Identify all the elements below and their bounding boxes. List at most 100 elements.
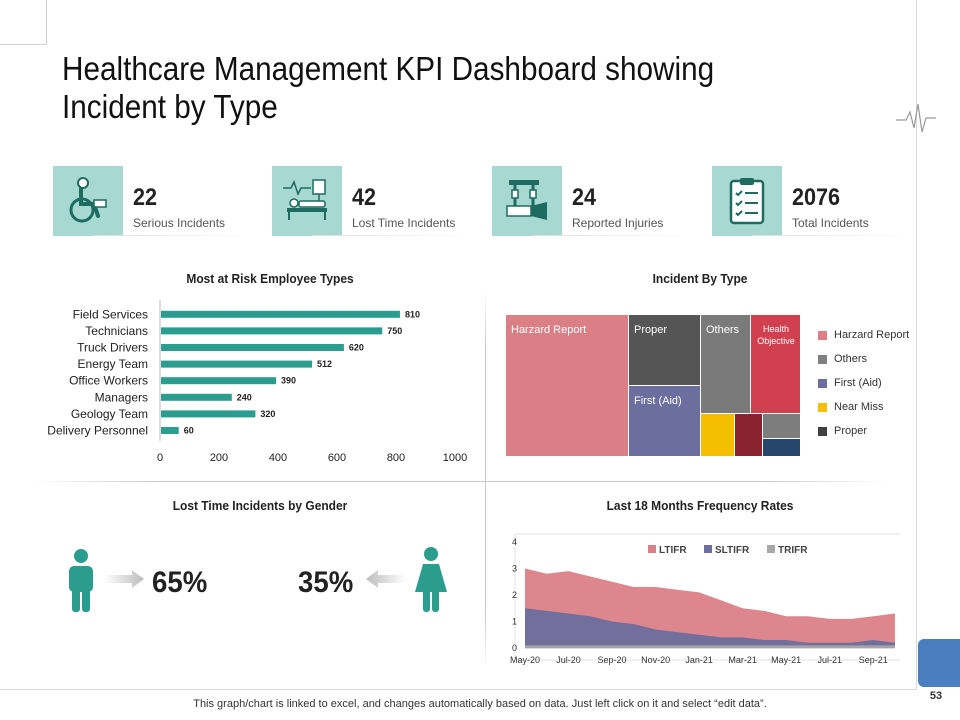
kpi-underline <box>752 235 912 236</box>
area-y-tick-label: 1 <box>512 617 517 627</box>
legend-label: Proper <box>834 425 868 437</box>
hospital-bed-icon <box>272 166 342 236</box>
area-legend-swatch <box>648 545 656 553</box>
kpi-underline <box>312 235 472 236</box>
bar <box>161 410 256 418</box>
bar <box>161 327 383 335</box>
bar-category-label: Truck Drivers <box>77 341 148 355</box>
checklist-icon <box>712 166 782 236</box>
bar <box>161 344 344 351</box>
bar <box>161 310 400 318</box>
area-x-tick-label: Jul-21 <box>817 655 842 665</box>
bar-x-tick-label: 400 <box>269 452 287 464</box>
female-percentage: 35% <box>298 566 354 599</box>
legend-label: Harzard Report <box>834 329 910 341</box>
bar-x-tick-label: 800 <box>387 452 405 464</box>
bar-category-label: Delivery Personnel <box>47 424 148 438</box>
treemap-cell-label: Objective <box>757 336 795 346</box>
treemap-cell-label: Health <box>763 324 789 334</box>
arrow-left-icon <box>366 570 406 588</box>
bar-x-tick-label: 200 <box>210 452 228 464</box>
legend-swatch <box>818 354 827 364</box>
bar-value-label: 390 <box>281 376 296 386</box>
footer-rule <box>0 689 916 690</box>
kpi-value: 42 <box>352 184 377 211</box>
area-x-tick-label: Mar-21 <box>728 655 757 665</box>
traction-icon <box>492 166 562 236</box>
legend-label: Near Miss <box>834 401 884 413</box>
bar-chart: Field Services 810 Technicians 750 Truck Dri… <box>47 300 467 464</box>
male-percentage: 65% <box>152 566 208 599</box>
gender-section-title: Lost Time Incidents by Gender <box>172 498 348 513</box>
area-legend-swatch <box>704 545 712 553</box>
treemap-legend-item: Near Miss <box>818 401 884 413</box>
area-series-sltifr <box>525 608 895 648</box>
area-x-tick-label: Jan-21 <box>685 655 713 665</box>
legend-swatch <box>818 330 827 340</box>
kpi-value: 24 <box>572 184 597 211</box>
treemap-cell <box>751 315 800 413</box>
area-chart-title: Last 18 Months Frequency Rates <box>606 498 794 513</box>
area-y-tick-label: 4 <box>512 537 517 547</box>
legend-swatch <box>818 378 827 388</box>
treemap-chart: Harzard Report Proper First (Aid) Others Hea… <box>506 315 800 456</box>
legend-label: First (Aid) <box>834 377 882 389</box>
treemap-cell <box>735 414 762 456</box>
bar-value-label: 620 <box>349 343 364 353</box>
kpi-value: 2076 <box>792 184 841 211</box>
area-plot-frame <box>514 533 900 661</box>
area-x-tick-label: Sep-21 <box>859 655 888 665</box>
treemap-legend-item: Harzard Report <box>818 329 909 341</box>
right-rule <box>916 0 917 690</box>
bar-category-label: Office Workers <box>69 374 148 388</box>
legend-label: Others <box>834 353 868 365</box>
kpi-underline <box>93 235 253 236</box>
kpi-label: Reported Injuries <box>572 216 664 230</box>
section-divider-vertical <box>485 290 486 670</box>
kpi-value: 22 <box>133 184 158 211</box>
area-y-tick-label: 2 <box>512 590 517 600</box>
treemap-title: Incident By Type <box>652 271 748 286</box>
area-y-tick-label: 3 <box>512 564 517 574</box>
kpi-label: Serious Incidents <box>133 216 226 230</box>
bar <box>161 360 313 368</box>
bar-value-label: 320 <box>260 409 275 419</box>
bar-x-tick-label: 600 <box>328 452 346 464</box>
bar-category-label: Field Services <box>73 307 148 321</box>
area-x-tick-label: May-20 <box>510 655 540 665</box>
treemap-legend-item: Proper <box>818 425 867 437</box>
treemap-legend-item: First (Aid) <box>818 377 882 389</box>
area-x-tick-label: May-21 <box>771 655 801 665</box>
corner-frame <box>0 0 47 45</box>
treemap-cell <box>763 439 800 456</box>
legend-swatch <box>818 426 827 436</box>
treemap-cell-label: Others <box>706 324 740 336</box>
bar-value-label: 240 <box>237 392 252 402</box>
treemap-cell <box>629 315 700 385</box>
area-legend-label: LTIFR <box>659 545 687 556</box>
treemap-cell <box>629 386 700 456</box>
treemap-legend-item: Others <box>818 353 867 365</box>
treemap-cell-label: Proper <box>634 324 667 336</box>
area-series-trifr <box>525 645 895 648</box>
page-number: 53 <box>929 690 943 702</box>
treemap-cell <box>701 315 750 413</box>
area-legend-label: TRIFR <box>778 545 808 556</box>
area-y-tick-label: 0 <box>512 643 517 653</box>
page-title: Healthcare Management KPI Dashboard show… <box>62 50 715 125</box>
treemap-cell <box>506 315 628 456</box>
bar-value-label: 512 <box>317 359 332 369</box>
bar-value-label: 810 <box>405 309 420 319</box>
arrow-right-icon <box>104 570 144 588</box>
bar-x-tick-label: 0 <box>157 452 163 464</box>
bar <box>161 377 277 385</box>
female-icon <box>415 547 447 612</box>
treemap-cell <box>763 414 800 438</box>
kpi-underline <box>532 235 692 236</box>
kpi-label: Lost Time Incidents <box>352 216 456 230</box>
area-legend-label: SLTIFR <box>715 545 750 556</box>
bar-category-label: Technicians <box>85 324 148 338</box>
bar-category-label: Geology Team <box>71 407 148 421</box>
bar <box>161 427 179 434</box>
treemap-cell-label: First (Aid) <box>634 395 682 407</box>
